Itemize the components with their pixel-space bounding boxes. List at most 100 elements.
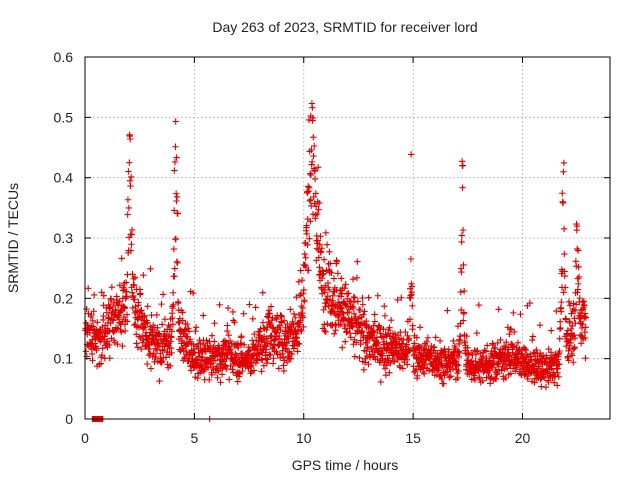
data-point	[158, 357, 165, 365]
data-point	[425, 367, 433, 374]
data-point	[199, 354, 206, 361]
data-point	[195, 353, 203, 360]
data-point	[526, 299, 534, 307]
data-point	[396, 364, 404, 371]
data-point	[172, 235, 180, 243]
data-point	[211, 320, 218, 327]
data-point	[354, 258, 361, 265]
data-point	[231, 319, 238, 326]
data-point	[450, 337, 457, 345]
data-point	[263, 346, 270, 353]
data-point	[381, 365, 389, 372]
data-point	[308, 146, 315, 154]
data-point	[83, 305, 90, 313]
data-point	[254, 342, 262, 349]
data-point	[291, 314, 299, 322]
data-point	[156, 330, 163, 338]
data-point	[144, 319, 151, 326]
data-point	[564, 353, 572, 360]
data-point	[373, 340, 380, 347]
data-point	[509, 342, 517, 350]
data-point	[421, 370, 428, 377]
data-point	[359, 301, 367, 308]
data-point	[301, 296, 308, 304]
data-point	[457, 288, 464, 296]
data-point	[105, 315, 113, 322]
data-point	[475, 301, 483, 309]
data-point	[563, 331, 571, 338]
data-point	[557, 318, 564, 325]
data-point	[216, 301, 223, 308]
data-point	[144, 360, 151, 368]
data-point	[458, 238, 465, 246]
data-point	[306, 170, 314, 177]
data-point	[565, 347, 572, 354]
data-point	[276, 332, 283, 340]
data-point	[326, 248, 333, 256]
data-point	[310, 134, 317, 141]
data-point	[529, 333, 537, 340]
data-point	[232, 350, 239, 358]
data-point	[172, 143, 179, 150]
data-point	[408, 288, 416, 296]
data-point	[118, 255, 125, 262]
data-point	[107, 296, 115, 303]
data-point	[152, 353, 160, 361]
data-point	[349, 276, 357, 283]
data-point	[359, 294, 366, 302]
data-point	[564, 327, 571, 334]
data-point	[345, 290, 352, 297]
data-point	[169, 289, 177, 296]
data-point	[305, 184, 313, 191]
data-point	[568, 310, 575, 317]
data-point	[85, 310, 92, 317]
data-point	[353, 274, 361, 282]
data-point	[483, 342, 491, 349]
x-tick-label: 10	[296, 430, 312, 446]
data-point	[288, 350, 296, 358]
data-point	[350, 310, 358, 318]
data-point	[296, 326, 304, 334]
data-point	[202, 348, 209, 356]
data-point	[153, 311, 161, 319]
data-point	[252, 304, 259, 311]
y-tick-label: 0	[65, 411, 73, 427]
data-point	[545, 378, 552, 386]
data-point	[346, 329, 354, 337]
data-point	[225, 332, 232, 339]
data-point	[203, 363, 210, 370]
x-tick-label: 5	[190, 430, 198, 446]
data-point	[321, 288, 328, 296]
data-point	[147, 326, 155, 333]
data-point	[306, 235, 313, 242]
data-point	[575, 263, 582, 271]
data-point	[558, 298, 565, 306]
data-point	[581, 310, 589, 317]
data-point	[460, 261, 467, 269]
data-point	[280, 367, 288, 375]
data-point	[158, 321, 166, 328]
data-point	[325, 286, 333, 294]
data-point	[106, 354, 113, 362]
data-point	[170, 245, 178, 253]
data-point	[159, 346, 167, 354]
data-point	[223, 365, 230, 373]
data-point	[134, 344, 142, 351]
data-point	[521, 345, 529, 353]
data-point	[283, 339, 291, 347]
data-point	[299, 304, 306, 312]
data-point	[347, 334, 354, 341]
data-point	[127, 182, 134, 190]
data-point	[541, 374, 549, 382]
data-point	[374, 292, 382, 299]
data-point	[473, 329, 481, 337]
data-point	[570, 331, 578, 339]
data-point	[574, 286, 582, 293]
data-point	[342, 281, 349, 288]
data-point	[488, 364, 496, 372]
data-point	[108, 283, 116, 291]
data-point	[97, 360, 105, 367]
data-point	[189, 289, 197, 297]
data-point	[104, 337, 111, 345]
data-point	[315, 254, 322, 261]
